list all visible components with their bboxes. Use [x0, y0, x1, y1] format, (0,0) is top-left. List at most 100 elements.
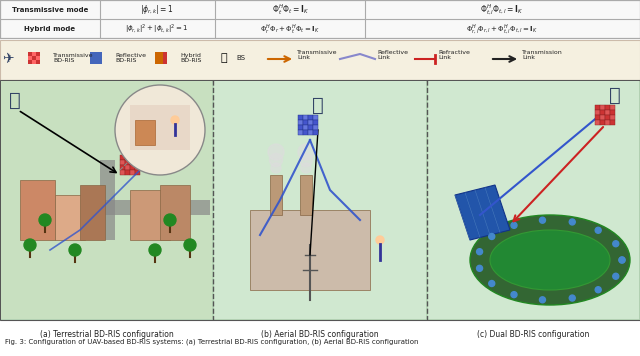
Text: $|\phi_{r,k}|^2 + |\phi_{t,k}|^2 = 1$: $|\phi_{r,k}|^2 + |\phi_{t,k}|^2 = 1$ [125, 22, 189, 36]
Bar [159, 60, 163, 63]
Text: Transmission
Link: Transmission Link [522, 49, 563, 61]
Bar [135, 160, 140, 164]
Circle shape [489, 234, 495, 240]
Bar [298, 120, 303, 125]
Circle shape [115, 85, 205, 175]
Bar [100, 160, 115, 240]
Bar [313, 125, 317, 130]
Bar [98, 56, 102, 59]
Bar [130, 160, 134, 164]
Polygon shape [455, 185, 510, 240]
Text: $\Phi_{t,l}^H\Phi_{t,l} = \mathbf{I}_K$: $\Phi_{t,l}^H\Phi_{t,l} = \mathbf{I}_K$ [480, 2, 524, 17]
Bar [94, 56, 97, 59]
Text: $\Phi_t^H\Phi_t = \mathbf{I}_K$: $\Phi_t^H\Phi_t = \mathbf{I}_K$ [271, 2, 308, 17]
Bar [130, 165, 134, 169]
Bar [308, 130, 312, 135]
Bar [0, 80, 640, 320]
Bar [159, 52, 163, 56]
Bar [130, 105, 190, 150]
Bar [250, 210, 370, 290]
Bar [32, 60, 35, 63]
Text: Fig. 3: Configuration of UAV-based BD-RIS systems: (a) Terrestrial BD-RIS config: Fig. 3: Configuration of UAV-based BD-RI… [5, 339, 419, 345]
Bar [130, 190, 170, 240]
Circle shape [595, 287, 601, 293]
Ellipse shape [470, 215, 630, 305]
Text: $|\phi_{r,k}| = 1$: $|\phi_{r,k}| = 1$ [140, 4, 174, 16]
Bar [55, 195, 85, 240]
Bar [600, 105, 605, 110]
Bar [610, 120, 614, 125]
Circle shape [171, 116, 179, 124]
Bar [303, 115, 307, 120]
Circle shape [540, 217, 545, 223]
Text: Hybrid mode: Hybrid mode [24, 26, 76, 32]
Circle shape [511, 222, 517, 228]
Bar [0, 80, 640, 320]
Circle shape [511, 292, 517, 298]
Text: Transmissive
BD-RIS: Transmissive BD-RIS [53, 53, 93, 63]
Text: 🚁: 🚁 [609, 85, 621, 105]
Bar [135, 170, 140, 174]
Circle shape [69, 244, 81, 256]
Bar [610, 115, 614, 120]
Bar [270, 175, 282, 215]
Text: ✈: ✈ [2, 51, 14, 65]
Bar [155, 60, 159, 63]
Bar [600, 120, 605, 125]
Bar [605, 115, 609, 120]
Bar [155, 56, 159, 59]
Circle shape [619, 257, 625, 263]
Circle shape [569, 219, 575, 225]
Bar [155, 52, 159, 56]
Bar [125, 165, 129, 169]
Bar [28, 52, 31, 56]
Circle shape [569, 295, 575, 301]
Circle shape [184, 239, 196, 251]
Text: (c) Dual BD-RIS configuration: (c) Dual BD-RIS configuration [477, 330, 589, 339]
Circle shape [540, 297, 545, 303]
Circle shape [301, 163, 311, 173]
Bar [94, 60, 97, 63]
Text: 📡: 📡 [221, 53, 227, 63]
Ellipse shape [490, 230, 610, 290]
Bar [130, 155, 134, 159]
Bar [214, 81, 426, 319]
Text: Transmissive mode: Transmissive mode [12, 7, 88, 13]
Bar [313, 120, 317, 125]
Circle shape [164, 214, 176, 226]
Circle shape [298, 144, 314, 160]
Bar [120, 165, 125, 169]
Circle shape [300, 153, 312, 167]
Bar [163, 60, 166, 63]
Bar [94, 52, 97, 56]
Bar [159, 56, 163, 59]
Bar [605, 110, 609, 115]
Bar [36, 52, 40, 56]
Bar [605, 105, 609, 110]
Circle shape [149, 244, 161, 256]
Bar [600, 115, 605, 120]
Circle shape [595, 227, 601, 233]
Bar [303, 130, 307, 135]
Bar [120, 160, 125, 164]
Circle shape [39, 214, 51, 226]
Text: 🚁: 🚁 [9, 90, 21, 110]
Bar [120, 170, 125, 174]
Circle shape [612, 241, 619, 247]
Bar [32, 52, 35, 56]
Bar [135, 155, 140, 159]
Bar [595, 110, 600, 115]
Bar [595, 115, 600, 120]
Bar [605, 120, 609, 125]
Bar [36, 60, 40, 63]
Bar [308, 120, 312, 125]
Circle shape [489, 281, 495, 287]
Bar [125, 155, 129, 159]
Bar [28, 56, 31, 59]
Bar [125, 170, 129, 174]
Circle shape [477, 265, 483, 271]
Bar [20, 180, 55, 240]
Bar [160, 185, 190, 240]
Text: (a) Terrestrial BD-RIS configuration: (a) Terrestrial BD-RIS configuration [40, 330, 174, 339]
Bar [303, 125, 307, 130]
